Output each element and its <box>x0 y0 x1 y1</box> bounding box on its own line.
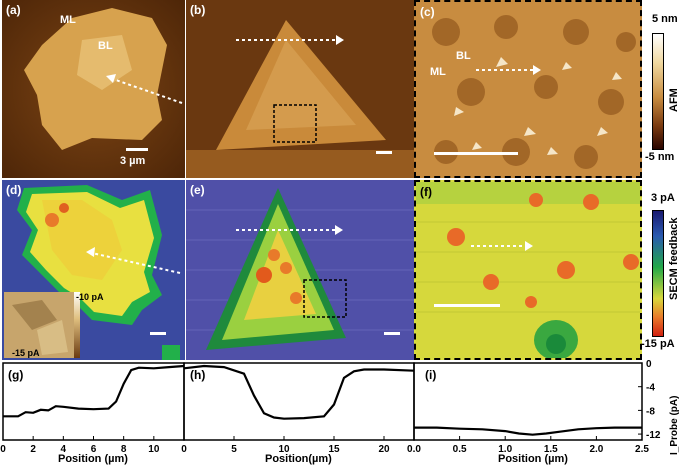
profile-line-1 <box>183 364 415 420</box>
x-tick-label: 10 <box>278 444 290 455</box>
x-tick-label: 10 <box>148 444 160 455</box>
panel-d-image <box>2 180 185 360</box>
panel-i-label: (i) <box>425 368 437 382</box>
secm-colorbar-title: SECM feedback <box>668 217 680 300</box>
h-xlabel: Position(µm) <box>265 453 332 465</box>
profile-frame-1 <box>183 362 415 441</box>
c-ml-label: ML <box>430 66 446 78</box>
panel-g-label: (g) <box>8 368 24 382</box>
panel-h-label: (h) <box>190 368 206 382</box>
afm-colorbar-title: AFM <box>668 88 680 112</box>
x-tick-label: 4 <box>61 444 67 455</box>
panel-c-image <box>416 2 640 176</box>
i-xlabel: Position (µm) <box>498 453 568 465</box>
secm-colorbar-max: 3 pA <box>651 192 675 204</box>
x-tick-label: 0.0 <box>407 444 421 455</box>
panel-b: (b) <box>186 0 414 178</box>
y-tick-label: -12 <box>646 430 661 441</box>
x-tick-label: 2.5 <box>635 444 649 455</box>
x-tick-label: 20 <box>378 444 390 455</box>
afm-colorbar-min: -5 nm <box>645 151 675 163</box>
secm-colorbar <box>652 210 664 337</box>
secm-colorbar-min: -15 pA <box>641 338 675 350</box>
afm-colorbar-max: 5 nm <box>652 13 678 25</box>
ml-label: ML <box>60 14 76 26</box>
x-tick-label: 1.0 <box>498 444 512 455</box>
afm-colorbar <box>652 33 664 150</box>
profile-line-2 <box>414 426 642 436</box>
panel-c: (c) ML BL <box>414 0 642 178</box>
y-tick-label: 0 <box>646 360 652 370</box>
panel-b-image <box>186 0 414 178</box>
panel-e-image <box>186 180 414 360</box>
profile-line-0 <box>3 364 185 418</box>
profile-frame-2 <box>413 362 643 441</box>
x-tick-label: 0 <box>181 444 187 455</box>
x-tick-label: 5 <box>231 444 237 455</box>
y-tick-label: -8 <box>646 406 655 417</box>
x-tick-label: 0.5 <box>453 444 467 455</box>
x-tick-label: 8 <box>121 444 127 455</box>
line-profiles: 0 2 4 6 8 10 0 5 10 15 20 0.0 0.5 1.0 1.5 2.0 2.5 0 -4 -8 -1… <box>0 360 661 455</box>
panel-f: (f) <box>414 180 642 360</box>
panel-d: (d) -10 pA -15 pA <box>2 180 185 360</box>
inset-min: -15 pA <box>12 348 40 358</box>
panel-a-label: (a) <box>6 3 21 17</box>
profile-frame-0 <box>2 362 185 441</box>
panel-f-image <box>416 182 640 358</box>
panel-e: (e) <box>186 180 414 360</box>
y-tick-label: -4 <box>646 383 655 394</box>
panel-d-label: (d) <box>6 183 22 197</box>
bl-label: BL <box>98 40 113 52</box>
panel-a: (a) ML BL 3 µm <box>2 0 185 178</box>
panel-a-image <box>2 0 185 178</box>
inset-max: -10 pA <box>76 292 104 302</box>
c-bl-label: BL <box>456 50 471 62</box>
x-tick-label: 2 <box>30 444 36 455</box>
g-xlabel: Position (µm) <box>58 453 128 465</box>
x-tick-label: 1.5 <box>544 444 558 455</box>
x-tick-label: 0 <box>0 444 6 455</box>
i-ylabel: I_Probe (pA) <box>669 395 680 455</box>
scale-bar-label: 3 µm <box>120 155 146 167</box>
panel-e-label: (e) <box>190 183 205 197</box>
panel-b-label: (b) <box>190 3 206 17</box>
x-tick-label: 15 <box>328 444 340 455</box>
x-tick-label: 6 <box>91 444 97 455</box>
x-tick-label: 2.0 <box>589 444 603 455</box>
panel-f-label: (f) <box>420 185 432 199</box>
panel-c-label: (c) <box>420 5 435 19</box>
